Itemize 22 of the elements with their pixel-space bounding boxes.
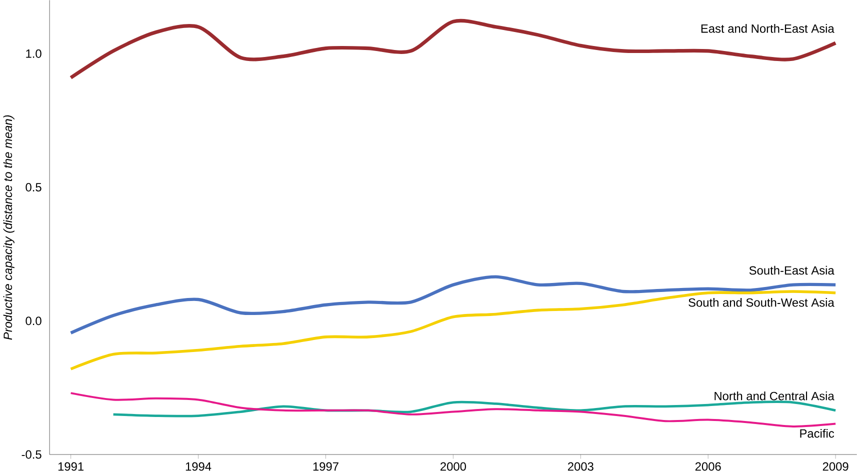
line-series [69,18,838,80]
y-axis-title: Productive capacity (distance to the mean) [3,115,14,340]
y-tick-label: 0.0 [26,316,42,326]
x-tick-label: 1997 [313,462,338,471]
series-label: South and South-West Asia [688,298,834,307]
x-tick-label: 1994 [186,462,212,471]
series-label: Pacific [800,428,834,438]
series-label: South-East Asia [749,266,834,275]
x-tick-label: 2009 [822,462,848,471]
x-tick-label: 2003 [568,462,594,471]
x-tick-label: 2006 [695,462,721,471]
y-tick-label: 0.5 [26,183,42,192]
series-label: North and Central Asia [714,392,834,400]
series-label: East and North-East Asia [701,24,834,33]
line-series [69,290,837,370]
line-series [70,392,837,428]
y-tick-label: 1.0 [26,49,42,58]
x-tick-label: 1991 [58,462,84,471]
y-tick-label: -0.5 [22,450,42,459]
line-series [69,275,838,334]
x-tick-label: 2000 [440,462,466,471]
line-series [112,400,837,418]
